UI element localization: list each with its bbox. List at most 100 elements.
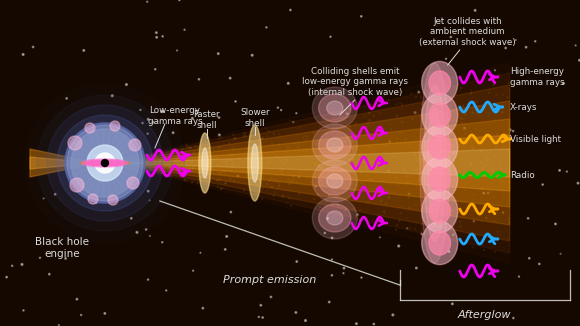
- Point: [440, 222, 450, 227]
- Point: [355, 153, 364, 158]
- Point: [445, 103, 455, 108]
- Point: [514, 274, 524, 279]
- Point: [293, 140, 303, 145]
- Point: [382, 201, 391, 206]
- Point: [418, 181, 427, 186]
- Point: [465, 75, 474, 81]
- Point: [288, 197, 298, 202]
- Point: [132, 230, 142, 235]
- Point: [391, 174, 400, 179]
- Point: [302, 133, 311, 139]
- Point: [414, 156, 423, 161]
- Point: [124, 159, 133, 164]
- Point: [186, 145, 195, 150]
- Point: [323, 138, 332, 143]
- Point: [286, 203, 295, 208]
- Point: [198, 305, 208, 311]
- Point: [357, 180, 367, 185]
- Point: [343, 111, 352, 116]
- Point: [484, 190, 493, 196]
- Point: [414, 177, 423, 183]
- Point: [292, 259, 302, 264]
- Point: [392, 113, 401, 118]
- Point: [335, 147, 344, 152]
- Point: [369, 221, 379, 226]
- Point: [217, 135, 226, 140]
- Point: [143, 131, 153, 136]
- Ellipse shape: [312, 124, 357, 166]
- Point: [463, 77, 473, 82]
- Point: [466, 162, 476, 167]
- Point: [396, 100, 405, 106]
- Point: [175, 0, 184, 3]
- Point: [311, 175, 320, 180]
- Polygon shape: [110, 63, 510, 263]
- Point: [119, 159, 129, 164]
- Point: [19, 52, 28, 57]
- Point: [422, 205, 431, 211]
- Point: [481, 155, 491, 160]
- Point: [555, 168, 564, 173]
- Point: [165, 159, 175, 164]
- Point: [386, 126, 396, 132]
- Point: [184, 145, 193, 150]
- Point: [254, 314, 263, 319]
- Point: [215, 177, 224, 182]
- Point: [216, 186, 225, 192]
- Point: [323, 216, 332, 221]
- Point: [334, 193, 343, 199]
- Point: [215, 145, 224, 150]
- Point: [262, 126, 271, 131]
- Point: [376, 156, 386, 162]
- Point: [462, 107, 471, 112]
- Point: [277, 171, 287, 177]
- Point: [143, 117, 153, 122]
- Text: High-energy
gamma rays: High-energy gamma rays: [510, 67, 564, 87]
- Point: [414, 171, 423, 177]
- Point: [147, 157, 157, 162]
- Point: [432, 183, 441, 188]
- Point: [212, 156, 222, 161]
- Point: [503, 95, 512, 100]
- Point: [140, 165, 150, 170]
- Point: [173, 148, 183, 153]
- Point: [274, 132, 284, 137]
- Point: [453, 145, 462, 150]
- Ellipse shape: [420, 63, 450, 263]
- Point: [241, 133, 250, 139]
- Point: [332, 178, 341, 184]
- Point: [328, 110, 338, 115]
- Point: [193, 172, 202, 178]
- Ellipse shape: [327, 174, 343, 188]
- Point: [360, 159, 369, 165]
- Point: [264, 160, 274, 165]
- Point: [412, 184, 421, 189]
- Point: [238, 161, 248, 166]
- Point: [291, 310, 300, 315]
- Point: [571, 43, 580, 48]
- Point: [524, 216, 533, 221]
- Point: [222, 159, 231, 164]
- Point: [490, 153, 499, 158]
- Point: [246, 192, 255, 198]
- Point: [411, 203, 420, 208]
- Point: [460, 187, 469, 192]
- Point: [356, 218, 365, 223]
- Point: [463, 101, 472, 107]
- Point: [276, 158, 285, 163]
- Point: [344, 105, 353, 110]
- Circle shape: [129, 139, 141, 151]
- Point: [364, 199, 373, 204]
- Point: [140, 156, 150, 161]
- Point: [445, 238, 454, 244]
- Point: [162, 288, 171, 293]
- Point: [194, 177, 203, 182]
- Point: [209, 156, 219, 162]
- Point: [254, 191, 263, 197]
- Point: [385, 195, 394, 200]
- Point: [165, 153, 174, 158]
- Point: [245, 138, 254, 143]
- Point: [229, 132, 238, 137]
- Point: [375, 235, 385, 240]
- Point: [384, 97, 393, 103]
